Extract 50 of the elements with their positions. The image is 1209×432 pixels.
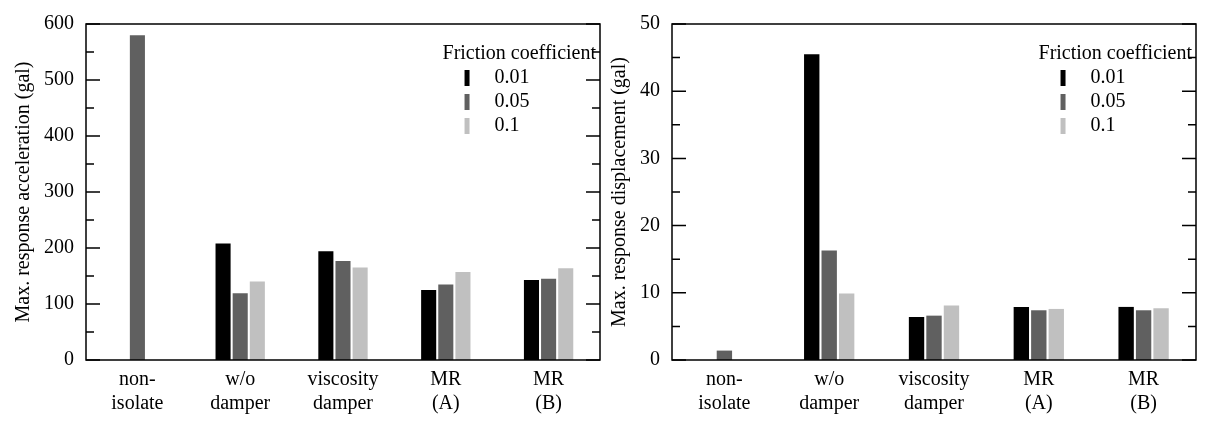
bar bbox=[249, 281, 265, 360]
bar bbox=[943, 305, 960, 360]
legend-title: Friction coefficient bbox=[442, 41, 597, 64]
bar bbox=[455, 272, 471, 360]
bar bbox=[838, 293, 855, 360]
bar bbox=[232, 293, 248, 360]
bar bbox=[129, 35, 145, 360]
x-tick-label: viscosity damper bbox=[307, 367, 379, 415]
x-tick-label: viscosity damper bbox=[898, 367, 970, 415]
bar bbox=[1135, 310, 1152, 360]
x-tick-label: MR (A) bbox=[1023, 367, 1056, 415]
y-tick-label: 0 bbox=[64, 347, 74, 370]
y-tick-label: 500 bbox=[44, 67, 74, 90]
x-tick-label: MR (B) bbox=[1128, 367, 1160, 415]
bar bbox=[926, 315, 942, 360]
legend-label: 0.05 bbox=[1090, 89, 1126, 112]
legend-label: 0.1 bbox=[1090, 113, 1116, 136]
bar bbox=[1153, 308, 1169, 360]
bar bbox=[438, 284, 454, 360]
y-tick-label: 30 bbox=[640, 145, 660, 168]
x-tick-label: w/o damper bbox=[799, 367, 860, 415]
bar bbox=[1031, 310, 1047, 360]
y-tick-label: 200 bbox=[44, 235, 74, 258]
y-tick-label: 10 bbox=[640, 280, 660, 303]
y-tick-label: 20 bbox=[640, 212, 660, 235]
bar bbox=[352, 267, 368, 360]
legend-label: 0.1 bbox=[494, 113, 520, 136]
y-axis-title: Max. response displacement (gal) bbox=[607, 57, 631, 327]
x-tick-label: w/o damper bbox=[210, 367, 271, 415]
y-tick-label: 600 bbox=[44, 11, 74, 34]
legend-label: 0.05 bbox=[494, 89, 530, 112]
y-tick-label: 300 bbox=[44, 179, 74, 202]
x-tick-label: MR (A) bbox=[430, 367, 463, 415]
y-tick-label: 50 bbox=[640, 11, 660, 34]
bar bbox=[558, 268, 574, 360]
legend-title: Friction coefficient bbox=[1038, 41, 1193, 64]
y-tick-label: 100 bbox=[44, 291, 74, 314]
bar bbox=[335, 260, 351, 360]
x-tick-label: MR (B) bbox=[533, 367, 565, 415]
legend-label: 0.01 bbox=[1090, 65, 1126, 88]
x-tick-label: non-isolate bbox=[111, 367, 164, 414]
y-axis-title: Max. response acceleration (gal) bbox=[11, 61, 35, 323]
bar bbox=[1048, 308, 1064, 360]
y-tick-label: 40 bbox=[640, 78, 660, 101]
bar bbox=[541, 278, 557, 360]
y-tick-label: 0 bbox=[650, 347, 660, 370]
x-tick-label: non-isolate bbox=[698, 367, 751, 414]
legend-label: 0.01 bbox=[494, 65, 530, 88]
y-tick-label: 400 bbox=[44, 123, 74, 146]
bar bbox=[821, 250, 837, 360]
